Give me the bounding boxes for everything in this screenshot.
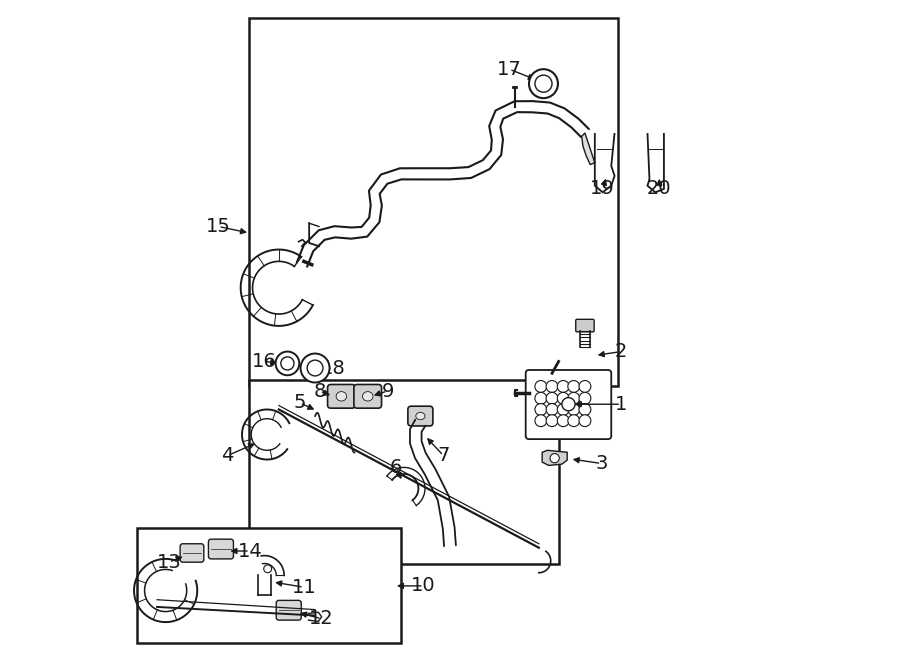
Circle shape xyxy=(579,381,591,393)
FancyBboxPatch shape xyxy=(408,407,433,426)
Bar xyxy=(249,18,617,387)
Text: 16: 16 xyxy=(252,352,277,371)
Circle shape xyxy=(275,352,300,375)
FancyBboxPatch shape xyxy=(209,539,233,559)
Circle shape xyxy=(546,414,558,426)
Circle shape xyxy=(546,393,558,405)
Circle shape xyxy=(535,393,547,405)
Text: 18: 18 xyxy=(320,358,346,377)
Circle shape xyxy=(550,453,559,463)
Circle shape xyxy=(535,75,552,93)
FancyBboxPatch shape xyxy=(180,544,203,563)
Circle shape xyxy=(546,404,558,415)
Circle shape xyxy=(535,414,547,426)
Text: 2: 2 xyxy=(615,342,627,361)
Circle shape xyxy=(579,414,591,426)
Polygon shape xyxy=(581,133,595,165)
Text: 20: 20 xyxy=(647,180,671,198)
FancyBboxPatch shape xyxy=(576,319,594,332)
Text: 5: 5 xyxy=(293,393,306,412)
Text: 6: 6 xyxy=(390,458,402,477)
FancyBboxPatch shape xyxy=(328,385,356,408)
Circle shape xyxy=(562,398,575,410)
Circle shape xyxy=(568,414,580,426)
Text: 10: 10 xyxy=(411,576,436,596)
Text: 9: 9 xyxy=(382,381,393,401)
Circle shape xyxy=(535,381,547,393)
Circle shape xyxy=(579,393,591,405)
Circle shape xyxy=(568,393,580,405)
Text: 11: 11 xyxy=(292,578,316,597)
Circle shape xyxy=(535,404,547,415)
Text: 17: 17 xyxy=(497,59,522,79)
Circle shape xyxy=(529,69,558,98)
Text: 1: 1 xyxy=(615,395,627,414)
Text: 7: 7 xyxy=(437,446,450,465)
FancyBboxPatch shape xyxy=(526,370,611,439)
Text: 12: 12 xyxy=(310,609,334,629)
Text: 19: 19 xyxy=(590,180,615,198)
Circle shape xyxy=(557,381,569,393)
Polygon shape xyxy=(542,450,567,465)
Ellipse shape xyxy=(416,412,425,420)
Circle shape xyxy=(301,354,329,383)
Text: 3: 3 xyxy=(595,454,608,473)
Text: 15: 15 xyxy=(206,217,230,236)
Text: 14: 14 xyxy=(238,541,262,561)
Ellipse shape xyxy=(363,391,373,401)
Circle shape xyxy=(568,381,580,393)
Text: 4: 4 xyxy=(221,446,234,465)
Circle shape xyxy=(557,393,569,405)
Circle shape xyxy=(557,404,569,415)
Text: 8: 8 xyxy=(313,381,326,401)
Circle shape xyxy=(264,565,272,572)
Circle shape xyxy=(568,404,580,415)
Text: 13: 13 xyxy=(157,553,181,572)
Circle shape xyxy=(546,381,558,393)
Circle shape xyxy=(281,357,294,370)
Circle shape xyxy=(557,414,569,426)
Bar xyxy=(249,380,559,564)
Circle shape xyxy=(307,360,323,376)
Circle shape xyxy=(579,404,591,415)
FancyBboxPatch shape xyxy=(276,600,302,620)
Ellipse shape xyxy=(336,391,346,401)
Bar xyxy=(138,528,400,643)
FancyBboxPatch shape xyxy=(354,385,382,408)
